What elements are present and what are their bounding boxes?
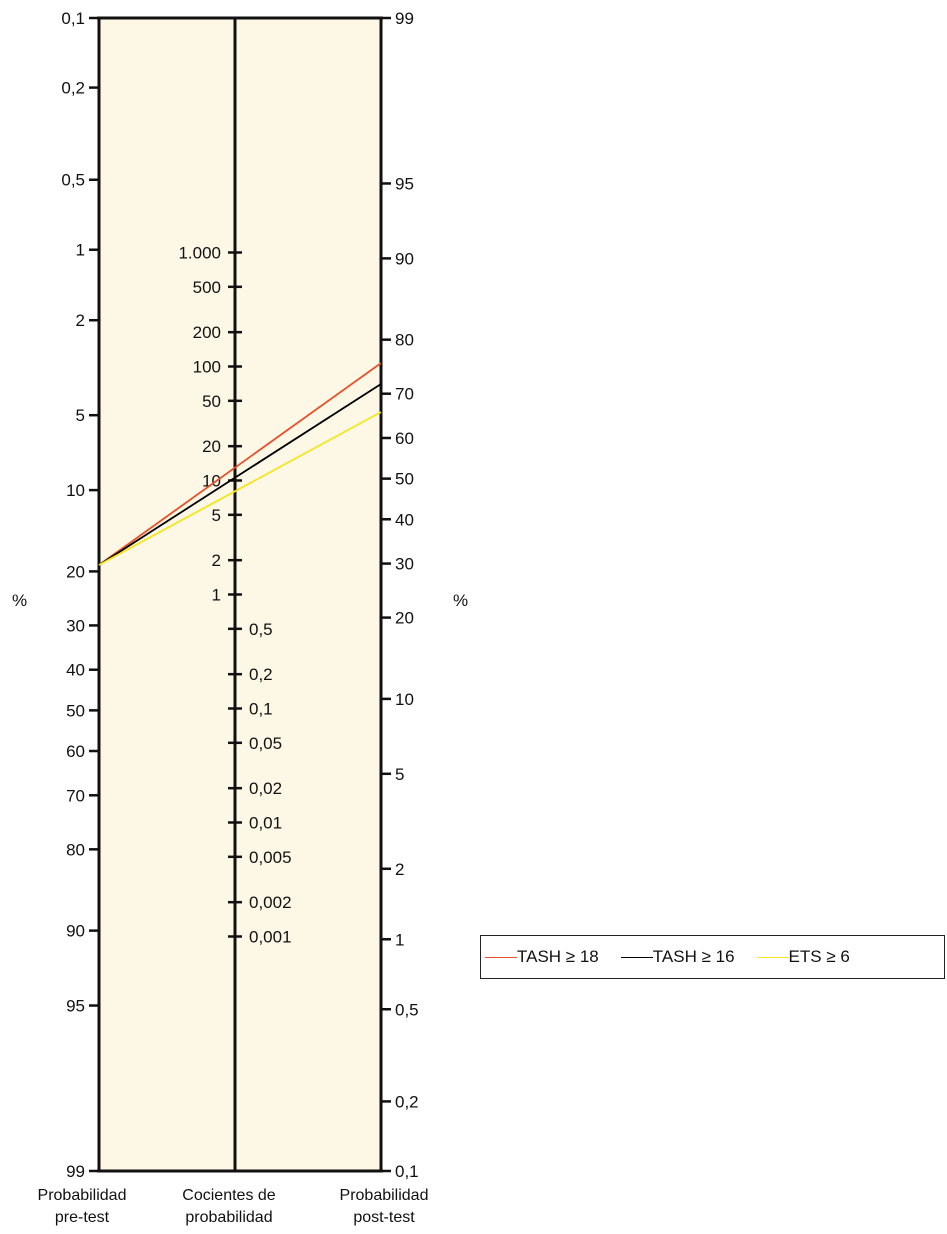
legend-item-tash-18: TASH ≥ 18 [485, 947, 599, 967]
pre-test-tick-label-99: 99 [66, 1162, 85, 1181]
post-test-tick-label-1: 1 [395, 930, 404, 949]
pre-test-tick-label-80: 80 [66, 840, 85, 859]
post-test-tick-label-2: 2 [395, 860, 404, 879]
pre-test-axis-title-line1: Probabilidad [38, 1187, 127, 1204]
lr-tick-label-0-001: 0,001 [249, 928, 292, 947]
post-test-tick-label-5: 5 [395, 765, 404, 784]
pre-test-tick-label-2: 2 [76, 311, 85, 330]
pre-test-tick-label-60: 60 [66, 742, 85, 761]
post-test-tick-label-0-5: 0,5 [395, 1000, 419, 1019]
lr-tick-label-0-1: 0,1 [249, 700, 273, 719]
series-line-tash-18 [98, 362, 382, 566]
lr-axis-title-line2: probabilidad [185, 1209, 272, 1226]
legend-swatch-ets-6 [756, 956, 789, 958]
post-test-tick-label-10: 10 [395, 690, 414, 709]
lr-tick-label-500: 500 [193, 278, 221, 297]
legend-item-ets-6: ETS ≥ 6 [756, 947, 850, 967]
pre-test-tick-label-10: 10 [66, 481, 85, 500]
lr-tick-label-2: 2 [212, 551, 221, 570]
lr-tick-label-100: 100 [193, 358, 221, 377]
post-test-tick-label-80: 80 [395, 331, 414, 350]
pre-test-tick-label-70: 70 [66, 786, 85, 805]
post-test-unit-label: % [453, 591, 468, 610]
post-test-tick-label-20: 20 [395, 609, 414, 628]
legend-item-tash-16: TASH ≥ 16 [620, 947, 735, 967]
pre-test-tick-label-50: 50 [66, 701, 85, 720]
post-test-tick-label-90: 90 [395, 249, 414, 268]
post-test-tick-label-99: 99 [395, 9, 414, 28]
lr-axis-title-line1: Cocientes de [182, 1187, 275, 1204]
pre-test-unit-label: % [12, 591, 27, 610]
legend-swatch-tash-16 [620, 956, 653, 958]
lr-tick-label-5: 5 [212, 506, 221, 525]
post-test-tick-label-70: 70 [395, 385, 414, 404]
pre-test-tick-label-40: 40 [66, 661, 85, 680]
pre-test-axis-title-line2: pre-test [55, 1209, 110, 1226]
legend-label-tash-16: TASH ≥ 16 [652, 947, 735, 966]
lr-tick-label-1-000: 1.000 [178, 244, 221, 263]
pre-test-tick-label-95: 95 [66, 997, 85, 1016]
pre-test-tick-label-0-2: 0,2 [61, 79, 85, 98]
post-test-tick-label-60: 60 [395, 429, 414, 448]
legend-swatch-tash-18 [485, 956, 517, 958]
lr-tick-label-0-002: 0,002 [249, 893, 292, 912]
legend: TASH ≥ 18 TASH ≥ 16 ETS ≥ 6 [480, 935, 945, 979]
post-test-tick-label-0-1: 0,1 [395, 1162, 419, 1181]
lr-tick-label-20: 20 [202, 437, 221, 456]
post-test-tick-label-0-2: 0,2 [395, 1092, 419, 1111]
series-line-tash-16 [98, 383, 382, 566]
pre-test-tick-label-0-5: 0,5 [61, 171, 85, 190]
post-test-axis-title-line2: post-test [353, 1209, 415, 1226]
lr-tick-label-0-5: 0,5 [249, 620, 273, 639]
series-lines-layer [98, 362, 382, 566]
lr-tick-label-50: 50 [202, 392, 221, 411]
pre-test-tick-label-0-1: 0,1 [61, 9, 85, 28]
pre-test-tick-label-20: 20 [66, 562, 85, 581]
ticks-layer: 0,1 0,2 0,5 1 2 5 10 20 30 40 50 60 70 80 90 95 99 1.000 5… [61, 9, 418, 1181]
post-test-tick-label-30: 30 [395, 555, 414, 574]
post-test-tick-label-50: 50 [395, 470, 414, 489]
legend-label-ets-6: ETS ≥ 6 [788, 947, 850, 966]
post-test-tick-label-40: 40 [395, 510, 414, 529]
lr-tick-label-10: 10 [202, 472, 221, 491]
lr-tick-label-0-02: 0,02 [249, 779, 282, 798]
lr-tick-label-0-01: 0,01 [249, 814, 282, 833]
pre-test-tick-label-30: 30 [66, 616, 85, 635]
pre-test-tick-label-5: 5 [76, 406, 85, 425]
lr-tick-label-0-2: 0,2 [249, 665, 273, 684]
series-line-ets-6 [98, 411, 382, 566]
lr-tick-label-0-005: 0,005 [249, 848, 292, 867]
pre-test-tick-label-90: 90 [66, 922, 85, 941]
post-test-tick-label-95: 95 [395, 174, 414, 193]
pre-test-tick-label-1: 1 [76, 241, 85, 260]
legend-label-tash-18: TASH ≥ 18 [517, 947, 599, 966]
lr-tick-label-200: 200 [193, 323, 221, 342]
post-test-axis-title-line1: Probabilidad [340, 1187, 429, 1204]
lr-tick-label-1: 1 [212, 586, 221, 605]
lr-tick-label-0-05: 0,05 [249, 734, 282, 753]
